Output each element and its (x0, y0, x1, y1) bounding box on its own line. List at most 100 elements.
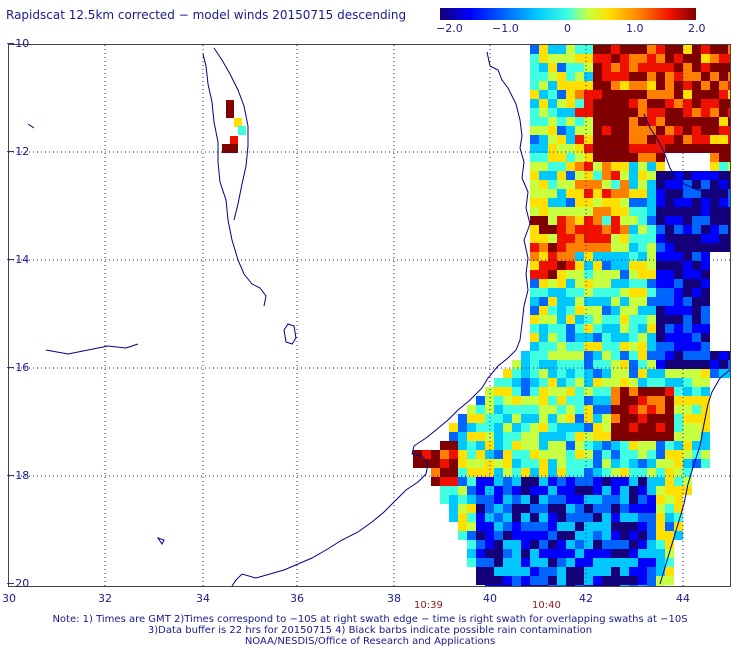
swath-pixel (584, 126, 593, 135)
swath-pixel (620, 279, 629, 288)
swath-pixel (521, 414, 530, 423)
swath-pixel (710, 81, 719, 90)
swath-pixel (611, 405, 620, 414)
swath-pixel (683, 198, 692, 207)
swath-pixel (728, 135, 730, 144)
swath-pixel (620, 261, 629, 270)
swath-pixel (611, 495, 620, 504)
swath-pixel (431, 450, 440, 459)
swath-pixel (611, 90, 620, 99)
swath-pixel (629, 513, 638, 522)
swath-pixel (602, 342, 611, 351)
swath-pixel (503, 477, 512, 486)
swath-pixel (512, 495, 521, 504)
swath-pixel (494, 540, 503, 549)
swath-pixel (548, 342, 557, 351)
swath-pixel (665, 225, 674, 234)
swath-pixel (656, 171, 665, 180)
swath-pixel (701, 441, 710, 450)
swath-pixel (539, 315, 548, 324)
swath-pixel (566, 207, 575, 216)
swath-pixel (602, 414, 611, 423)
swath-pixel (566, 333, 575, 342)
swath-pixel (656, 495, 665, 504)
swath-pixel (701, 189, 710, 198)
swath-pixel (548, 63, 557, 72)
swath-pixel (692, 171, 701, 180)
swath-pixel (530, 90, 539, 99)
swath-pixel (548, 180, 557, 189)
swath-pixel (656, 99, 665, 108)
swath-pixel (629, 405, 638, 414)
swath-pixel (611, 207, 620, 216)
swath-pixel (629, 162, 638, 171)
swath-pixel (647, 405, 656, 414)
swath-pixel (656, 531, 665, 540)
swath-pixel (503, 522, 512, 531)
swath-pixel (674, 360, 683, 369)
swath-pixel (701, 252, 710, 261)
swath-pixel (521, 567, 530, 576)
swath-pixel (593, 531, 602, 540)
swath-pixel (566, 459, 575, 468)
swath-pixel (557, 99, 566, 108)
swath-pixel (566, 414, 575, 423)
swath-pixel (629, 459, 638, 468)
swath-pixel (665, 360, 674, 369)
swath-pixel (602, 297, 611, 306)
swath-pixel (674, 126, 683, 135)
swath-pixel (530, 342, 539, 351)
swath-pixel (584, 54, 593, 63)
swath-pixel (602, 171, 611, 180)
swath-pixel (539, 252, 548, 261)
swath-pixel (620, 423, 629, 432)
swath-pixel (692, 315, 701, 324)
swath-pixel (719, 144, 728, 153)
colorbar-label-pos1: 1.0 (626, 22, 644, 35)
swath-pixel (629, 360, 638, 369)
swath-pixel (701, 45, 710, 54)
swath-pixel (629, 549, 638, 558)
swath-pixel (683, 108, 692, 117)
lat-label-18: −18 (6, 469, 30, 482)
swath-pixel (665, 108, 674, 117)
swath-pixel (656, 153, 665, 162)
swath-pixel (602, 576, 611, 585)
swath-pixel (602, 315, 611, 324)
swath-pixel (665, 369, 674, 378)
swath-pixel (557, 144, 566, 153)
swath-pixel (683, 270, 692, 279)
swath-pixel (647, 315, 656, 324)
swath-pixel (638, 351, 647, 360)
swath-pixel (566, 405, 575, 414)
swath-pixel (647, 216, 656, 225)
swath-pixel (620, 360, 629, 369)
swath-pixel (683, 288, 692, 297)
swath-pixel (683, 45, 692, 54)
swath-pixel (674, 504, 683, 513)
swath-pixel (539, 468, 548, 477)
swath-pixel (575, 486, 584, 495)
swath-pixel (566, 306, 575, 315)
swath-pixel (593, 108, 602, 117)
swath-pixel (467, 450, 476, 459)
swath-pixel (638, 342, 647, 351)
lon-label-34: 34 (196, 592, 210, 605)
swath-pixel (548, 81, 557, 90)
swath-pixel (620, 477, 629, 486)
swath-pixel (476, 477, 485, 486)
swath-pixel (557, 306, 566, 315)
swath-pixel (476, 396, 485, 405)
lat-label-12: −12 (6, 145, 30, 158)
swath-pixel (692, 297, 701, 306)
swath-pixel (638, 63, 647, 72)
swath-pixel (431, 477, 440, 486)
swath-pixel (557, 252, 566, 261)
swath-pixel (512, 441, 521, 450)
swath-pixel (548, 522, 557, 531)
swath-pixel (503, 423, 512, 432)
swath-pixel (665, 117, 674, 126)
swath-pixel (692, 333, 701, 342)
swath-pixel (629, 387, 638, 396)
swath-pixel (512, 405, 521, 414)
